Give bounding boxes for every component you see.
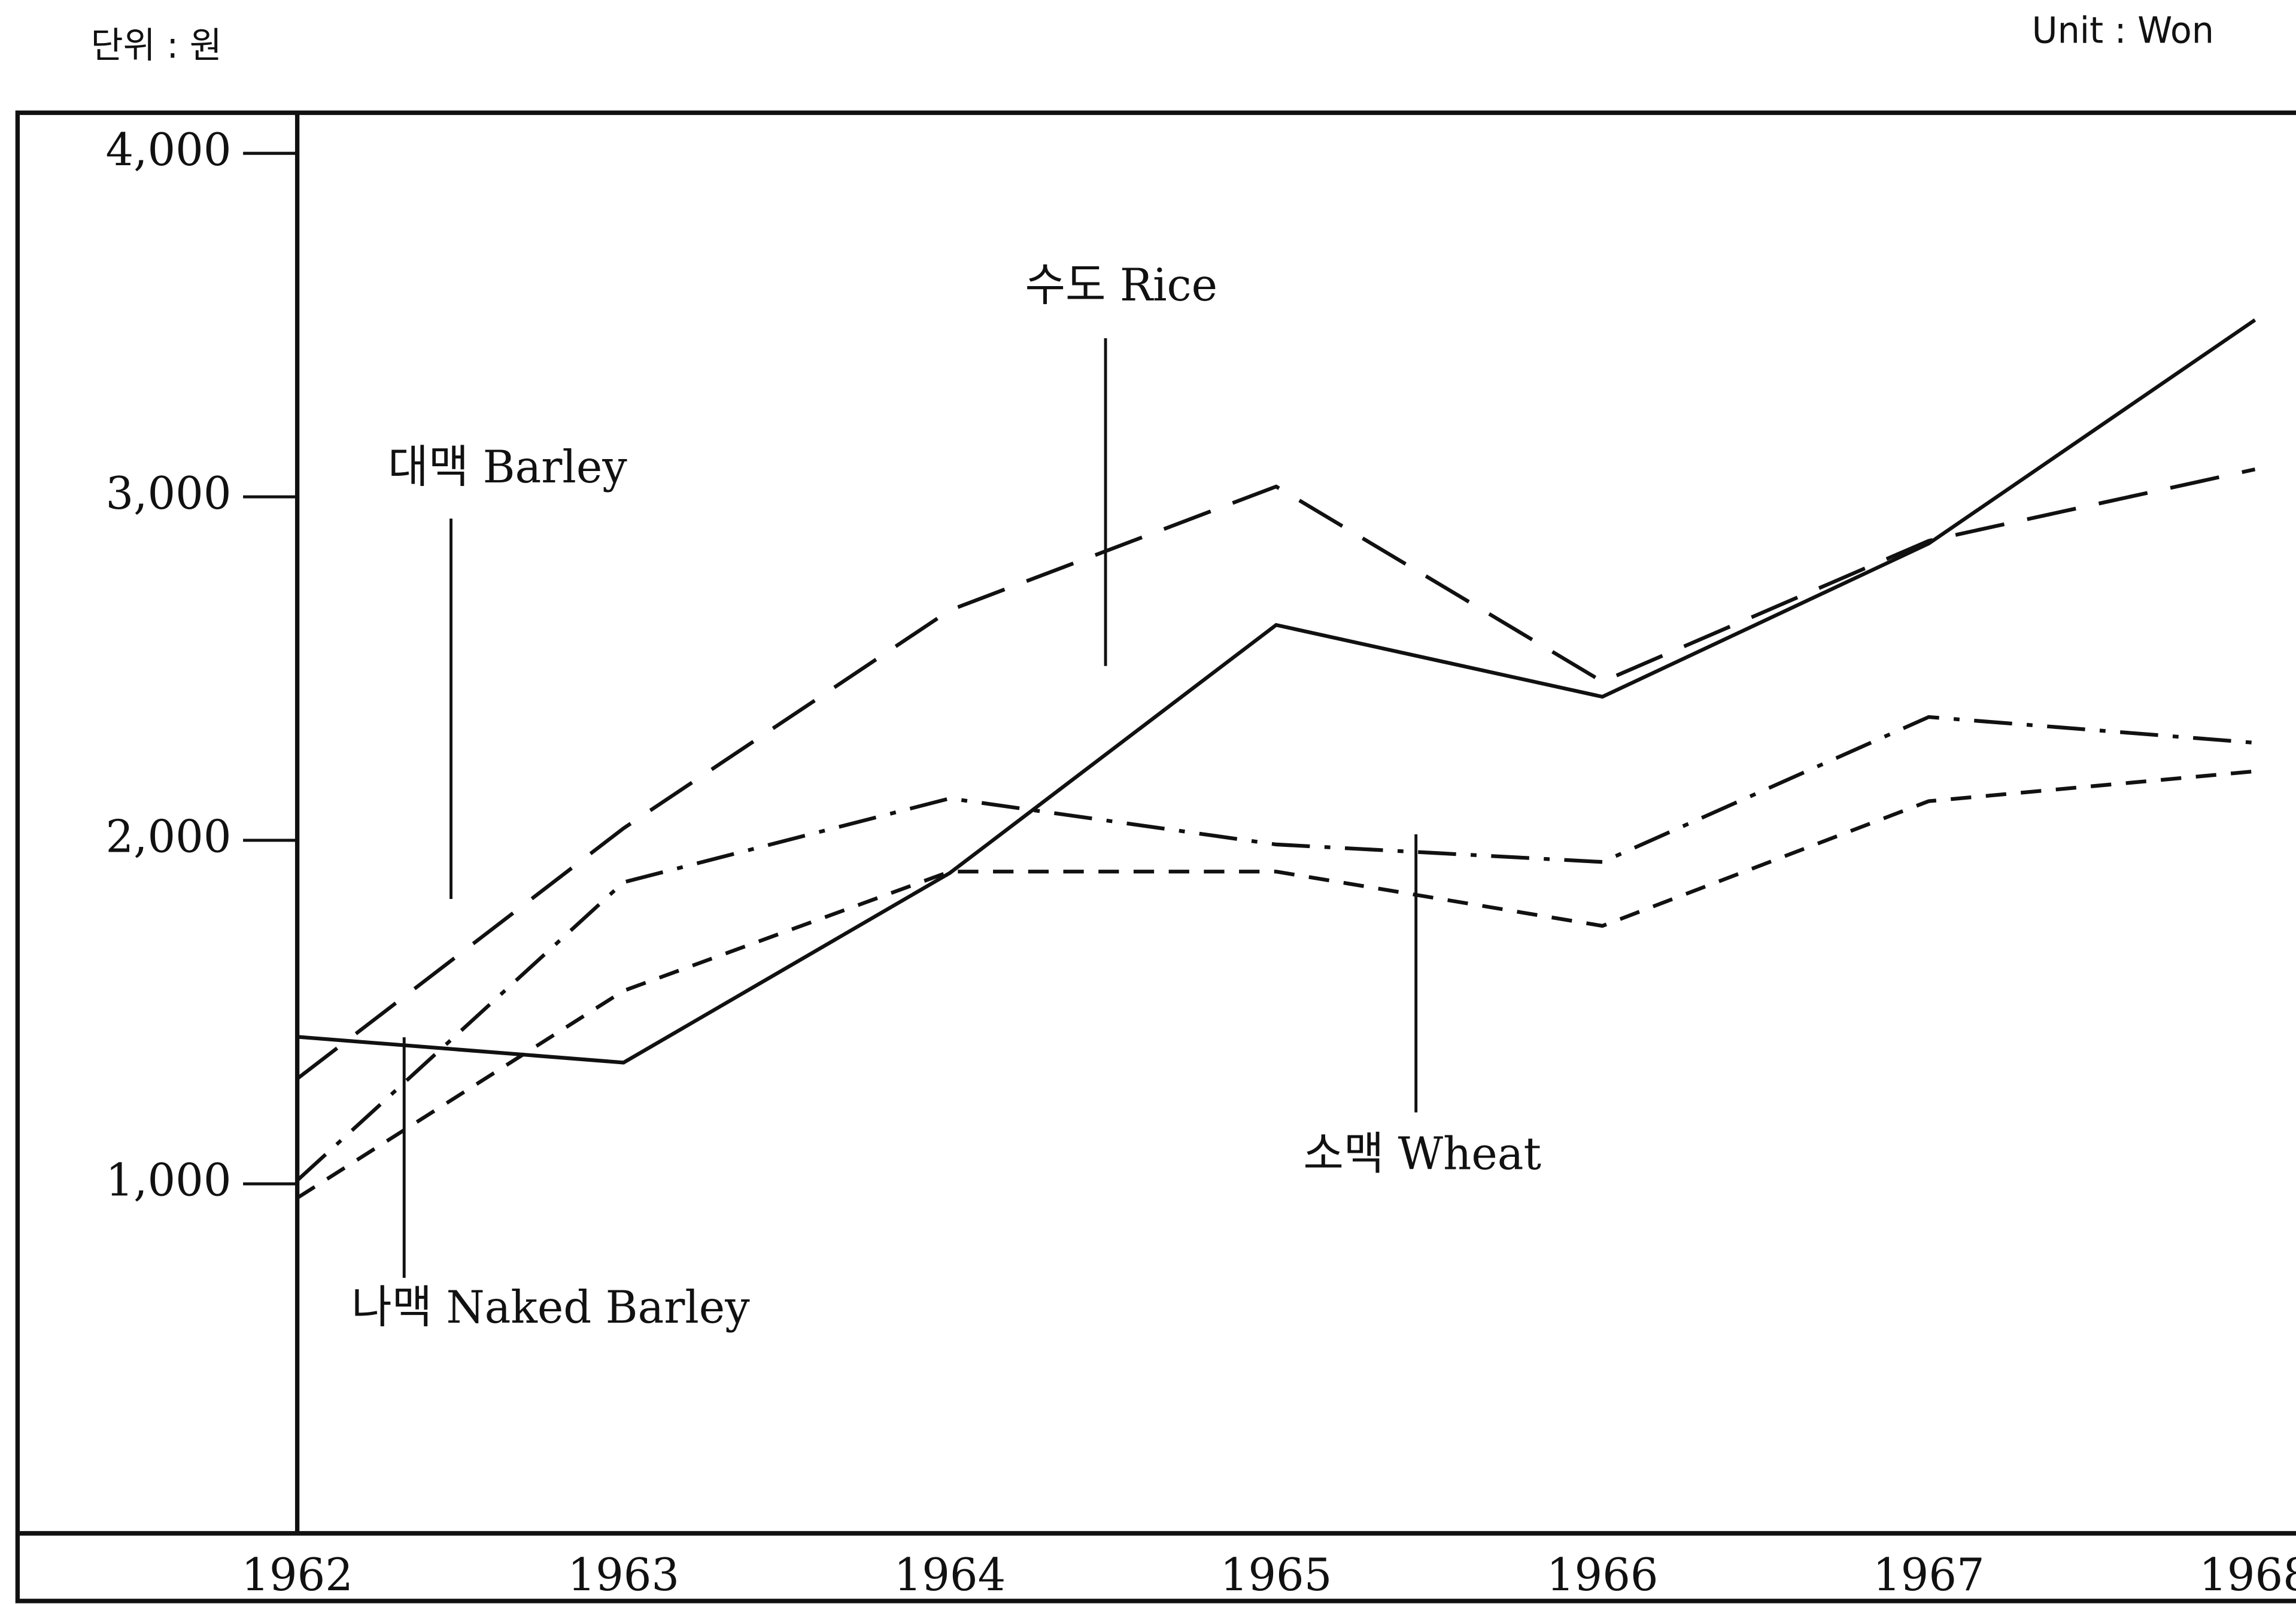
- x-tick-label: 1962: [241, 1548, 353, 1601]
- x-tick-label: 1963: [567, 1548, 679, 1601]
- series-line: [296, 467, 2256, 1080]
- unit-ko: 단위 : 원: [91, 25, 222, 67]
- series-label: 수도 Rice: [1025, 259, 1218, 311]
- series-label: 대맥 Barley: [388, 441, 627, 493]
- x-tick-label: 1968: [2199, 1548, 2296, 1601]
- series-label: 소맥 Wheat: [1303, 1128, 1541, 1180]
- series-line: [296, 715, 2255, 1182]
- x-tick-label: 1966: [1547, 1548, 1659, 1601]
- y-tick-label: 4,000: [105, 123, 231, 176]
- series-line: [296, 769, 2255, 1200]
- x-tick-label: 1964: [894, 1548, 1006, 1601]
- unit-en: Unit : Won: [2032, 10, 2214, 52]
- x-tick-label: 1965: [1220, 1548, 1332, 1601]
- y-tick-label: 3,000: [105, 467, 231, 520]
- x-tick-label: 1967: [1873, 1548, 1985, 1601]
- frame: [15, 110, 2296, 1603]
- series-line: [297, 318, 2256, 1065]
- y-tick-label: 1,000: [105, 1154, 231, 1207]
- y-tick-label: 2,000: [105, 810, 231, 863]
- series-label: 나맥 Naked Barley: [351, 1281, 750, 1333]
